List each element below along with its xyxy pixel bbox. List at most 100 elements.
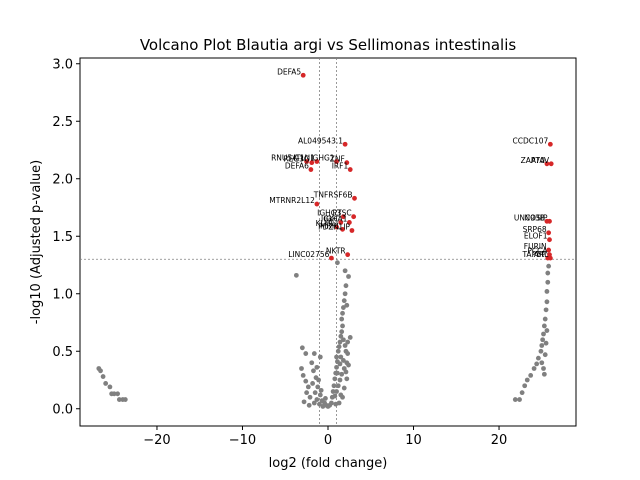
point-label: ARL	[534, 250, 549, 259]
significant-point	[340, 214, 346, 220]
nonsignificant-point	[316, 377, 321, 383]
significant-point	[300, 72, 306, 78]
nonsignificant-point	[546, 263, 552, 269]
nonsignificant-points	[96, 260, 552, 409]
nonsignificant-point	[333, 401, 339, 407]
significant-point	[547, 255, 553, 261]
significant-point	[314, 201, 320, 207]
threshold-lines	[80, 58, 576, 426]
point-label: PTSC	[333, 209, 352, 218]
significant-point	[344, 160, 350, 166]
y-tick-label: 3.0	[52, 57, 73, 72]
nonsignificant-point	[299, 345, 305, 351]
point-label: NOSIP	[524, 213, 547, 222]
nonsignificant-point	[304, 390, 310, 396]
nonsignificant-point	[331, 383, 337, 389]
point-label: ATAV	[531, 156, 550, 165]
nonsignificant-point	[335, 348, 341, 354]
nonsignificant-point	[122, 397, 128, 402]
significant-point	[314, 159, 320, 164]
significant-point	[304, 159, 310, 164]
significant-point	[342, 141, 348, 147]
point-label: TNFRSF6B	[313, 190, 353, 199]
nonsignificant-point	[334, 354, 339, 360]
nonsignificant-point	[342, 268, 348, 274]
y-tick-label: 2.0	[52, 172, 73, 187]
nonsignificant-point	[115, 391, 121, 397]
point-label: CCDC107	[513, 136, 549, 145]
nonsignificant-point	[343, 348, 349, 354]
nonsignificant-point	[323, 396, 328, 401]
x-tick-label: −20	[143, 433, 170, 448]
point-label: PCCA	[527, 247, 548, 256]
significant-point	[349, 228, 355, 233]
nonsignificant-point	[539, 360, 545, 366]
significant-point	[352, 195, 357, 201]
nonsignificant-point	[300, 373, 306, 378]
nonsignificant-point	[312, 390, 318, 396]
y-axis-title: -log10 (Adjusted p-value)	[29, 160, 44, 324]
nonsignificant-point	[534, 361, 540, 367]
nonsignificant-point	[346, 362, 351, 368]
point-label: KLHL	[316, 219, 336, 228]
nonsignificant-point	[346, 274, 351, 279]
nonsignificant-point	[337, 377, 343, 383]
significant-point	[351, 214, 357, 220]
x-tick-label: 20	[491, 433, 508, 448]
nonsignificant-point	[329, 400, 334, 406]
y-tick-label: 2.5	[52, 115, 73, 130]
nonsignificant-point	[347, 335, 353, 340]
nonsignificant-point	[317, 354, 323, 360]
x-tick-label: 10	[405, 433, 422, 448]
nonsignificant-point	[535, 355, 541, 361]
nonsignificant-point	[301, 399, 307, 405]
nonsignificant-point	[116, 397, 122, 402]
nonsignificant-point	[332, 393, 338, 399]
nonsignificant-point	[334, 389, 339, 394]
nonsignificant-point	[541, 323, 547, 329]
significant-point	[347, 167, 353, 172]
nonsignificant-point	[335, 260, 340, 266]
point-label: IGHG3	[317, 209, 341, 218]
point-label: DEFA5	[277, 67, 301, 76]
significant-point	[340, 226, 345, 232]
nonsignificant-point	[338, 354, 344, 360]
point-label: REG3G	[283, 155, 310, 164]
significant-point	[548, 161, 554, 167]
nonsignificant-point	[334, 364, 339, 370]
nonsignificant-point	[538, 348, 544, 354]
significant-point	[334, 159, 339, 164]
nonsignificant-point	[541, 331, 546, 337]
nonsignificant-point	[342, 343, 348, 348]
nonsignificant-point	[545, 279, 551, 285]
nonsignificant-point	[528, 373, 534, 378]
point-label: AL049543.1	[298, 136, 343, 145]
nonsignificant-point	[541, 371, 547, 377]
nonsignificant-point	[341, 298, 347, 304]
nonsignificant-point	[103, 381, 109, 386]
point-label: LINC02756	[288, 250, 329, 259]
nonsignificant-point	[340, 323, 345, 329]
nonsignificant-point	[307, 394, 313, 400]
nonsignificant-point	[341, 385, 347, 391]
nonsignificant-point	[345, 339, 351, 345]
significant-point	[334, 224, 339, 230]
point-label: IGHG1	[310, 154, 334, 163]
nonsignificant-point	[336, 344, 342, 350]
point-label: ZNF	[330, 155, 345, 164]
point-label: ITLN1	[294, 154, 316, 163]
nonsignificant-point	[293, 272, 299, 278]
significant-point	[546, 247, 552, 253]
y-tick-label: 1.5	[52, 230, 73, 245]
nonsignificant-point	[311, 368, 316, 374]
nonsignificant-point	[542, 352, 548, 358]
nonsignificant-point	[340, 394, 345, 400]
nonsignificant-point	[344, 376, 350, 382]
point-label: DEFA6	[285, 162, 309, 171]
nonsignificant-point	[519, 390, 525, 396]
significant-point	[546, 230, 552, 236]
nonsignificant-point	[344, 302, 350, 308]
